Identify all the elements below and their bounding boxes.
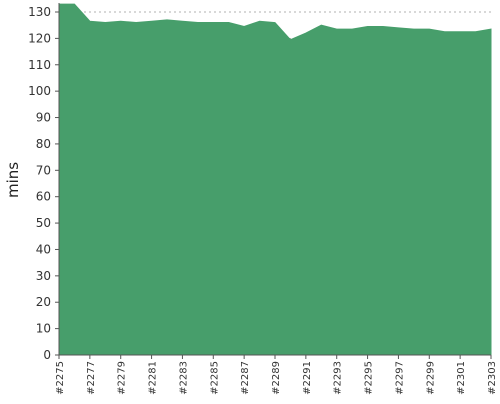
y-tick-label: 0 [43, 348, 51, 362]
x-tick-label: #2275 [55, 361, 66, 395]
top-clip [0, 0, 500, 3]
y-tick-label: 110 [28, 58, 51, 72]
x-tick-label: #2303 [487, 361, 498, 395]
x-tick-label: #2277 [86, 361, 97, 395]
x-tick-label: #2299 [425, 361, 436, 395]
x-tick-label: #2293 [333, 361, 344, 395]
x-tick-label: #2279 [117, 361, 128, 395]
y-tick-label: 30 [36, 269, 51, 283]
y-axis-label: mins [4, 162, 22, 198]
x-tick-label: #2281 [148, 361, 159, 395]
x-tick-label: #2283 [178, 361, 189, 395]
x-axis: #2275 #2277 #2279 #2281 #2283 #2285 #2287 #2289… [55, 354, 498, 395]
y-tick-label: 80 [36, 137, 51, 151]
x-tick-label: #2297 [394, 361, 405, 395]
y-tick-label: 60 [36, 190, 51, 204]
x-tick-label: #2301 [456, 361, 467, 395]
y-tick-label: 50 [36, 216, 51, 230]
x-tick-label: #2289 [271, 361, 282, 395]
y-tick-label: 10 [36, 322, 51, 336]
area-series [58, 3, 492, 356]
y-axis: 0 10 20 30 40 50 60 70 80 90 100 110 120 130 [28, 3, 60, 362]
y-tick-label: 120 [28, 31, 51, 45]
y-tick-label: 20 [36, 295, 51, 309]
x-tick-label: #2291 [302, 361, 313, 395]
y-tick-label: 40 [36, 242, 51, 256]
x-tick-label: #2295 [364, 361, 375, 395]
x-tick-label: #2285 [209, 361, 220, 395]
area-layer [0, 0, 500, 356]
y-tick-label: 100 [28, 84, 51, 98]
y-tick-label: 90 [36, 111, 51, 125]
y-tick-label: 130 [28, 5, 51, 19]
x-tick-label: #2287 [240, 361, 251, 395]
y-tick-label: 70 [36, 163, 51, 177]
